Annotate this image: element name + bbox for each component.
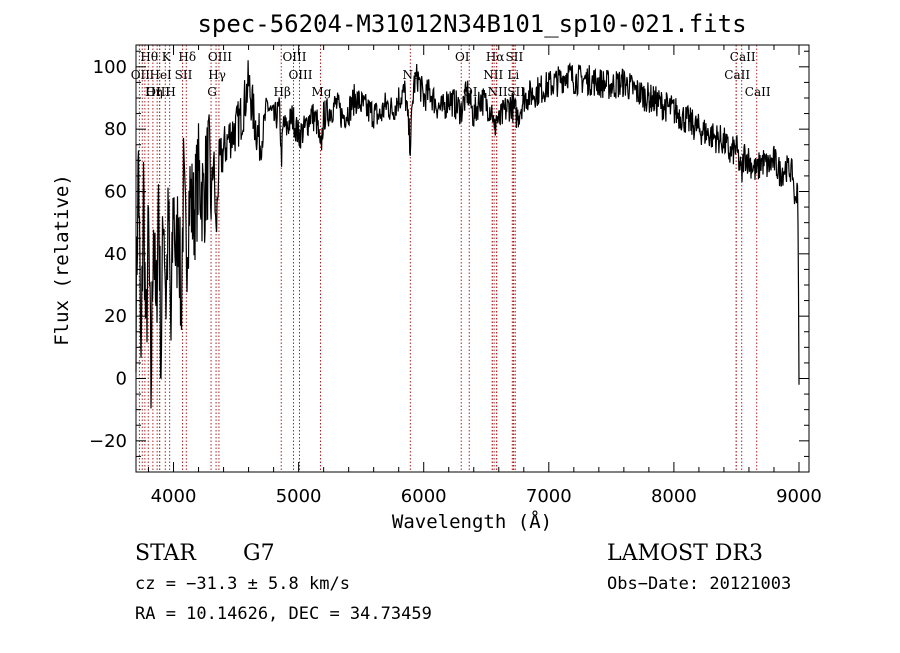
spectral-line-label: HeI	[149, 68, 172, 82]
spectral-line-label: OII	[131, 68, 151, 82]
axis-ticks: 4000 5000 6000 7000 8000 9000 −20 0 20 40 60 80 100	[89, 45, 822, 507]
x-tick-label: 9000	[776, 486, 822, 507]
spectral-line-label: Na	[403, 68, 421, 82]
x-tick-label: 8000	[651, 486, 697, 507]
spectral-line-label: H	[165, 85, 175, 99]
spectral-line-label: Hγ	[208, 68, 226, 82]
y-tick-label: 0	[116, 368, 127, 389]
spectral-line-label: OIII	[208, 50, 232, 64]
spectral-line-label: SII	[175, 68, 193, 82]
plot-frame	[135, 44, 810, 473]
spectral-line-label: OIII	[288, 68, 312, 82]
x-tick-label: 4000	[151, 486, 197, 507]
y-tick-label: 80	[104, 119, 127, 140]
redshift-value: cz = −31.3 ± 5.8 km/s	[135, 574, 350, 594]
y-tick-label: −20	[89, 431, 127, 452]
object-class: STAR	[135, 541, 197, 566]
spectral-line-label: Li	[507, 68, 519, 82]
x-axis-label: Wavelength (Å)	[392, 510, 552, 533]
spectral-line-label: CaII	[745, 85, 771, 99]
y-tick-label: 100	[93, 57, 127, 78]
spectral-line-label: Hα	[486, 50, 505, 64]
spectral-line-label: SII	[506, 50, 524, 64]
spectral-line-label: NII	[488, 85, 508, 99]
spectral-line-label: CaII	[724, 68, 750, 82]
y-tick-label: 40	[104, 244, 127, 265]
spectral-line-label: K	[162, 50, 172, 64]
spectral-line-label: OIII	[146, 85, 170, 99]
spectral-line-label: Hη	[145, 85, 163, 99]
spectral-line-label: Mg	[312, 85, 332, 99]
chart-title: spec-56204-M31012N34B101_sp10-021.fits	[197, 10, 746, 38]
x-tick-label: 7000	[526, 486, 572, 507]
y-tick-label: 60	[104, 181, 127, 202]
spectrum-line	[135, 60, 800, 409]
spectral-line-label: CaII	[730, 50, 756, 64]
y-tick-label: 20	[104, 306, 127, 327]
coordinates: RA = 10.14626, DEC = 34.73459	[135, 604, 432, 624]
spectral-line-label: OI	[455, 50, 470, 64]
spectral-line-label: G	[207, 85, 217, 99]
observation-date: Obs−Date: 20121003	[607, 574, 791, 594]
x-tick-label: 5000	[276, 486, 322, 507]
survey-name: LAMOST DR3	[607, 541, 763, 566]
spectral-line-label: Hβ	[274, 85, 291, 99]
x-tick-label: 6000	[401, 486, 447, 507]
spectral-line-label: Hθ	[140, 50, 158, 64]
spectral-line-label: Hδ	[178, 50, 196, 64]
y-axis-label: Flux (relative)	[51, 174, 73, 346]
spectral-line-label: NII	[483, 68, 503, 82]
spectral-line-label: OIII	[282, 50, 306, 64]
object-subclass: G7	[243, 541, 275, 566]
